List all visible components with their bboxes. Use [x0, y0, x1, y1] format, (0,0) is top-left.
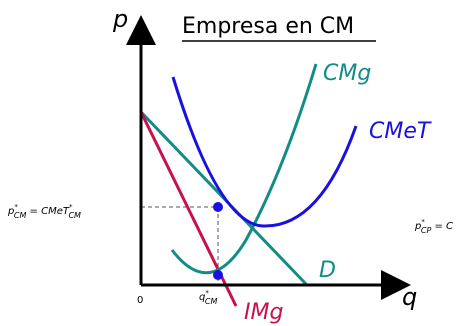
origin-label: 0 [137, 295, 143, 306]
demand-label: D [319, 258, 336, 283]
price-cp-annotation: p* CP = C [414, 218, 453, 235]
price-point [213, 202, 223, 212]
img-label: IMg [244, 300, 283, 325]
diagram-title: Empresa en CM [182, 14, 354, 39]
quantity-cm-annotation: q* CM [199, 289, 217, 306]
y-axis-label: p [112, 5, 128, 33]
x-axis-label: q [402, 283, 417, 311]
price-cm-annotation: p* CM = CMeT* CM [7, 203, 81, 220]
cmg-label: CMg [323, 61, 371, 86]
mr-mc-intersection-point [213, 270, 223, 280]
cmet-label: CMeT [369, 119, 432, 144]
average-total-cost-curve [171, 76, 358, 228]
marginal-cost-curve [170, 63, 318, 275]
